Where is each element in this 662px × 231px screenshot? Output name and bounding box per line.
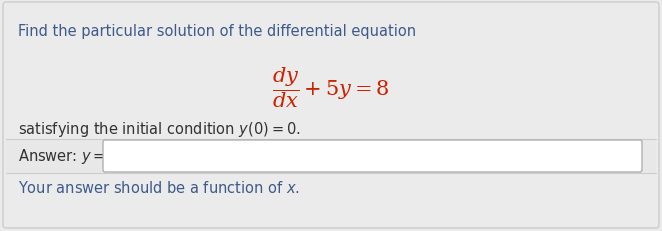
FancyBboxPatch shape bbox=[6, 139, 656, 173]
Text: Answer: $y=$: Answer: $y=$ bbox=[18, 147, 105, 166]
FancyBboxPatch shape bbox=[3, 3, 659, 228]
Text: satisfying the initial condition $y(0) = 0$.: satisfying the initial condition $y(0) =… bbox=[18, 119, 301, 138]
Text: $\dfrac{dy}{dx} + 5y = 8$: $\dfrac{dy}{dx} + 5y = 8$ bbox=[272, 65, 390, 110]
Text: Find the particular solution of the differential equation: Find the particular solution of the diff… bbox=[18, 24, 416, 39]
FancyBboxPatch shape bbox=[103, 140, 642, 172]
Text: Your answer should be a function of $x$.: Your answer should be a function of $x$. bbox=[18, 179, 300, 195]
